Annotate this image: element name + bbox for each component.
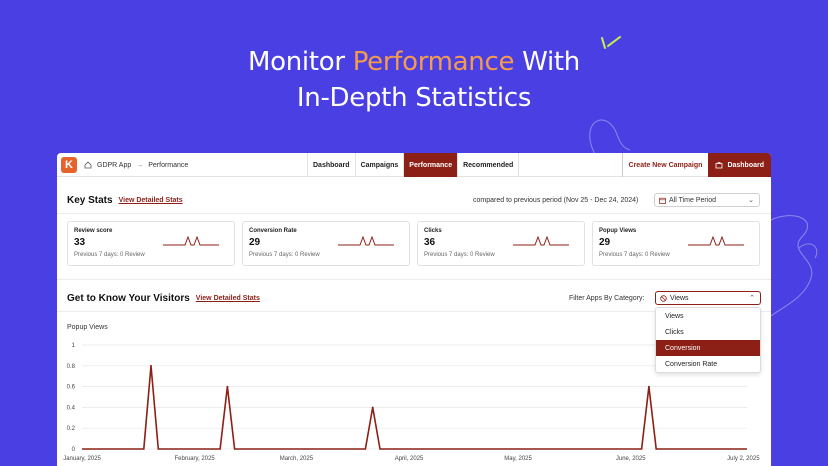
x-tick-label: June, 2025 xyxy=(616,456,646,462)
decorative-swirl-icon xyxy=(589,119,631,157)
sparkline-chart xyxy=(338,235,394,246)
stat-value: 33 xyxy=(74,237,86,248)
y-tick-label: 0.6 xyxy=(67,385,76,391)
period-select[interactable]: All Time Period ⌄ xyxy=(654,193,760,207)
compare-period-text: compared to previous period (Nov 25 - De… xyxy=(473,196,639,204)
create-campaign-button[interactable]: Create New Campaign xyxy=(621,153,709,177)
dashboard-button-label: Dashboard xyxy=(727,161,764,169)
hero-text-end: With xyxy=(514,47,580,77)
chart-title: Popup Views xyxy=(67,324,108,331)
breadcrumb-current: Performance xyxy=(148,161,189,169)
x-tick-label: January, 2025 xyxy=(63,456,101,462)
home-icon[interactable] xyxy=(84,161,92,169)
decorative-doodle-icon xyxy=(771,215,818,317)
visitors-header: Get to Know Your Visitors View Detailed … xyxy=(67,290,260,306)
breadcrumb-app[interactable]: GDPR App xyxy=(97,161,132,169)
hero-text-accent: Performance xyxy=(352,47,515,77)
sparkline-chart xyxy=(513,235,569,246)
y-tick-label: 0 xyxy=(72,447,76,453)
key-stats-title: Key Stats xyxy=(67,194,113,206)
top-actions: Create New Campaign Dashboard xyxy=(621,153,771,177)
period-select-value: All Time Period xyxy=(669,196,717,204)
data-point xyxy=(647,385,650,388)
x-tick-label: March, 2025 xyxy=(280,456,314,462)
tab-campaigns[interactable]: Campaigns xyxy=(356,153,405,177)
category-filter-select[interactable]: Views ⌃ xyxy=(655,291,761,305)
stat-card-conversion-rate: Conversion Rate 29 Previous 7 days: 0 Re… xyxy=(242,221,410,266)
divider xyxy=(57,311,771,312)
stat-label: Popup Views xyxy=(599,228,637,234)
sparkline-chart xyxy=(688,235,744,246)
chevron-up-icon: ⌃ xyxy=(749,295,755,302)
hero-line-1: Monitor Performance With xyxy=(0,44,828,80)
stats-cards: Review score 33 Previous 7 days: 0 Revie… xyxy=(67,221,760,266)
data-point xyxy=(150,364,152,367)
stat-card-popup-views: Popup Views 29 Previous 7 days: 0 Review xyxy=(592,221,760,266)
chevron-down-icon: ⌄ xyxy=(748,197,754,204)
y-tick-label: 1 xyxy=(72,343,76,349)
stat-label: Clicks xyxy=(424,228,442,234)
filter-label: Filter Apps By Category: xyxy=(569,294,645,302)
stat-label: Review score xyxy=(74,228,113,234)
stat-previous: Previous 7 days: 0 Review xyxy=(249,252,320,258)
hero-text-start: Monitor xyxy=(248,47,353,77)
visitors-detail-link[interactable]: View Detailed Stats xyxy=(195,294,260,302)
stat-previous: Previous 7 days: 0 Review xyxy=(599,252,670,258)
briefcase-icon xyxy=(716,162,723,169)
stat-value: 29 xyxy=(249,237,261,248)
breadcrumb: GDPR App → Performance xyxy=(84,153,188,177)
stat-value: 29 xyxy=(599,237,611,248)
hero-line-2: In-Depth Statistics xyxy=(296,83,532,113)
dropdown-option-conversion[interactable]: Conversion xyxy=(656,340,760,356)
data-point xyxy=(226,385,229,388)
popup-views-line-chart: 0 0.2 0.4 0.6 0.8 1 January, 2025 February, 202… xyxy=(63,343,760,462)
data-point xyxy=(371,406,374,409)
stat-previous: Previous 7 days: 0 Review xyxy=(74,252,145,258)
dropdown-option-views[interactable]: Views xyxy=(665,312,684,320)
key-stats-header: Key Stats View Detailed Stats xyxy=(67,192,183,208)
divider xyxy=(57,279,771,280)
block-icon xyxy=(660,294,667,302)
tab-dashboard[interactable]: Dashboard xyxy=(307,153,356,177)
category-filter-value: Views xyxy=(670,294,689,302)
x-tick-label: April, 2025 xyxy=(395,456,424,462)
dashboard-button[interactable]: Dashboard xyxy=(708,153,771,177)
breadcrumb-arrow-icon: → xyxy=(136,161,144,169)
series-line xyxy=(82,365,747,450)
stat-card-review-score: Review score 33 Previous 7 days: 0 Revie… xyxy=(67,221,235,266)
key-stats-detail-link[interactable]: View Detailed Stats xyxy=(118,196,183,204)
top-navigation-bar: K GDPR App → Performance Dashboard Campa… xyxy=(57,153,771,177)
stat-card-clicks: Clicks 36 Previous 7 days: 0 Review xyxy=(417,221,585,266)
calendar-icon xyxy=(659,197,666,204)
tab-performance[interactable]: Performance xyxy=(404,153,459,177)
dropdown-option-clicks[interactable]: Clicks xyxy=(665,328,684,336)
y-tick-label: 0.8 xyxy=(67,364,76,370)
hero-heading: Monitor Performance With In-Depth Statis… xyxy=(0,44,828,116)
divider xyxy=(57,213,771,214)
x-tick-label: July 2, 2025 xyxy=(727,456,760,462)
main-tabs: Dashboard Campaigns Performance Recommen… xyxy=(307,153,520,177)
dropdown-option-conversion-rate[interactable]: Conversion Rate xyxy=(665,360,718,368)
app-logo[interactable]: K xyxy=(61,157,77,173)
x-tick-label: February, 2025 xyxy=(175,456,216,462)
stat-value: 36 xyxy=(424,237,436,248)
stat-label: Conversion Rate xyxy=(249,228,297,234)
category-dropdown-menu: Views Clicks Conversion Conversion Rate xyxy=(655,307,761,373)
app-window: K GDPR App → Performance Dashboard Campa… xyxy=(57,153,771,466)
stat-previous: Previous 7 days: 0 Review xyxy=(424,252,495,258)
sparkline-chart xyxy=(163,235,219,246)
visitors-title: Get to Know Your Visitors xyxy=(67,292,190,304)
tab-recommended[interactable]: Recommended xyxy=(458,153,520,177)
y-tick-label: 0.4 xyxy=(67,405,76,411)
y-tick-label: 0.2 xyxy=(67,426,76,432)
sparkle-icon xyxy=(601,36,621,49)
x-tick-label: May, 2025 xyxy=(504,456,532,462)
